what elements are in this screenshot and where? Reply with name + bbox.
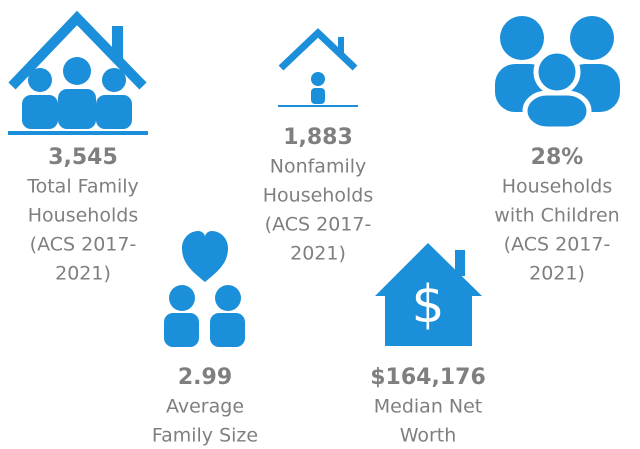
stat-label: Nonfamily (270, 156, 367, 178)
stat-label: with Children (494, 205, 619, 227)
stat-value: 2.99 (178, 365, 232, 390)
nonfamily-house-icon (278, 28, 358, 107)
children-icon (495, 16, 620, 132)
stat-value: 3,545 (48, 145, 118, 170)
stat-label: 2021) (290, 243, 346, 265)
stat-label: Households (28, 205, 138, 227)
stat-label: Family Size (152, 425, 258, 447)
dollar-symbol: $ (411, 275, 444, 335)
stat-label: Households (263, 185, 373, 207)
stat-label: Median Net (374, 396, 483, 418)
stat-label: Worth (400, 425, 457, 447)
family-house-icon (8, 10, 148, 135)
stat-value: 1,883 (283, 125, 353, 150)
stat-label: (ACS 2017- (504, 234, 611, 256)
stat-value: $164,176 (370, 365, 486, 390)
stat-label: 2021) (55, 263, 111, 285)
stat-label: Households (502, 176, 612, 198)
stat-label: (ACS 2017- (30, 234, 137, 256)
stat-label: 2021) (529, 263, 585, 285)
family-size-icon (164, 231, 245, 347)
stat-label: (ACS 2017- (265, 214, 372, 236)
net-worth-icon: $ (375, 243, 482, 346)
stat-value: 28% (531, 145, 584, 170)
stat-label: Average (166, 396, 244, 418)
stat-label: Total Family (26, 176, 139, 198)
